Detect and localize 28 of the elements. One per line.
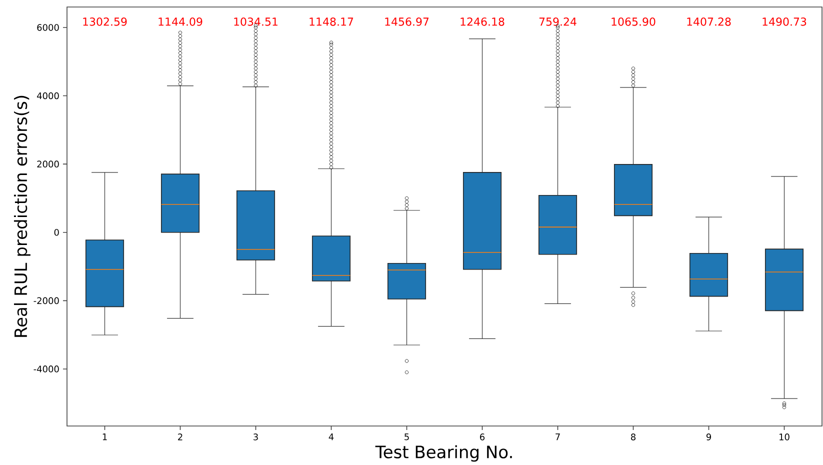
y-tick-label: 4000 (37, 92, 59, 100)
x-tick-label: 3 (254, 434, 258, 440)
annotation: 1246.18 (460, 18, 504, 26)
x-tick-label: 4 (328, 434, 334, 440)
x-tick-label: 1 (102, 434, 107, 440)
x-tick-label: 7 (556, 434, 560, 440)
y-axis-title: Real RUL prediction errors(s) (14, 96, 30, 337)
x-tick-label: 8 (631, 434, 636, 440)
annotation: 1034.51 (234, 18, 278, 26)
x-tick-label: 5 (404, 434, 409, 440)
y-tick-label: -4000 (34, 366, 59, 372)
annotation: 759.24 (539, 18, 576, 26)
x-tick-label: 9 (706, 434, 711, 440)
x-tick-label: 10 (780, 434, 790, 440)
annotation: 1148.17 (310, 18, 354, 26)
y-tick-label: 2000 (37, 160, 59, 168)
x-tick-label: 2 (178, 434, 182, 440)
annotation: 1456.97 (385, 18, 429, 26)
y-tick-label: 6000 (37, 24, 59, 31)
annotation: 1065.90 (612, 18, 656, 26)
annotation: 1144.09 (158, 18, 202, 26)
y-tick-label: 0 (54, 228, 59, 236)
x-tick-label: 6 (480, 434, 485, 440)
annotation: 1302.59 (83, 18, 127, 26)
y-tick-label: -2000 (34, 297, 59, 304)
x-axis-title: Test Bearing No. (375, 445, 512, 462)
annotation: 1407.28 (687, 18, 731, 26)
annotation: 1490.73 (762, 18, 806, 26)
